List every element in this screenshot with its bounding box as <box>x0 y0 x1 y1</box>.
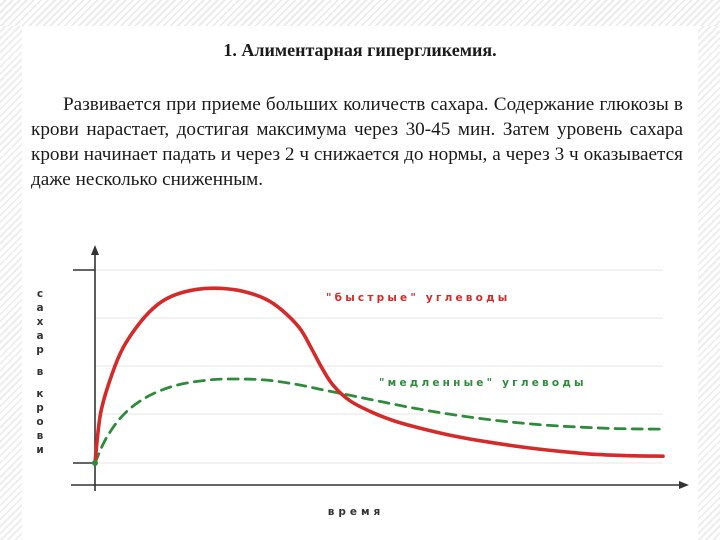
y-axis-label-letter: а <box>36 330 43 342</box>
y-axis-label-letter: к <box>36 388 43 400</box>
x-axis-label: время <box>328 506 385 518</box>
y-axis-label-letter: х <box>37 316 44 328</box>
slide-heading: 1. Алиментарная гипергликемия. <box>223 40 497 60</box>
x-axis-arrow <box>679 481 689 489</box>
y-axis-label-letter: р <box>36 402 44 414</box>
chart-grid <box>95 269 663 464</box>
glucose-chart: "быстрые" углеводы "медленные" углеводы … <box>36 245 689 518</box>
fast-carbs-line <box>93 286 665 465</box>
start-point <box>92 460 98 466</box>
decorative-stripes-top <box>0 0 720 26</box>
y-axis-label-letter: и <box>36 444 43 456</box>
decorative-stripes-left <box>0 26 22 540</box>
y-axis-label-letter: в <box>37 430 44 442</box>
slide-paragraph: Развивается при приеме больших количеств… <box>31 94 683 190</box>
series-layer <box>92 286 665 466</box>
decorative-stripes-right <box>698 26 720 540</box>
slow-carbs-label: "медленные" углеводы <box>379 377 587 389</box>
y-axis-label-letter: а <box>36 302 43 314</box>
y-axis-label-letter: в <box>37 366 44 378</box>
y-axis-label-letter: с <box>37 288 43 300</box>
y-axis-arrow <box>91 245 99 255</box>
chart-frame: "быстрые" углеводы "медленные" углеводы … <box>31 243 695 525</box>
y-axis-label-letter: р <box>36 344 44 356</box>
fast-carbs-label: "быстрые" углеводы <box>326 292 510 304</box>
slow-carbs-line <box>93 377 665 465</box>
y-axis-label-letter: о <box>36 416 43 428</box>
